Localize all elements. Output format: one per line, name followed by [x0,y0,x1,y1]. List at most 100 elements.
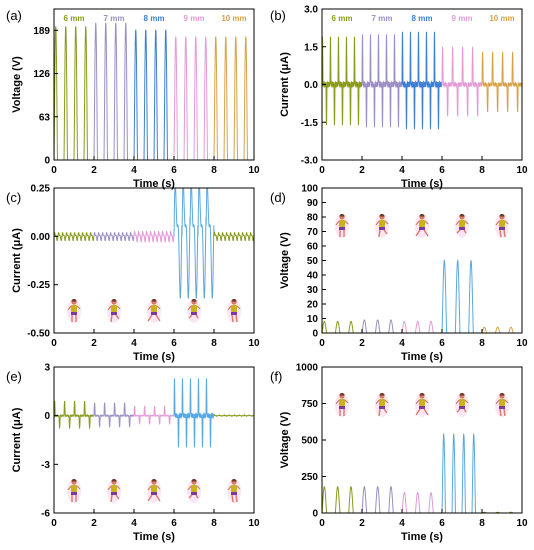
x-tick-label: 0 [51,165,57,176]
x-tick-label: 0 [319,518,325,529]
x-tick-label: 8 [211,338,217,349]
x-tick-label: 4 [399,165,405,176]
y-tick-label: 50 [307,256,319,267]
series-line-2 [361,34,403,128]
series-line-4 [173,187,215,299]
series-label: 10 mm [221,14,246,23]
y-tick-label: 750 [301,399,318,410]
x-axis-title: Time (s) [133,351,175,363]
series-line-3 [401,491,442,514]
y-tick-label: 60 [307,242,319,253]
y-tick-label: 63 [39,112,51,123]
x-tick-label: 4 [131,165,137,176]
panel-label: (b) [270,8,286,23]
x-tick-label: 8 [479,338,485,349]
y-tick-label: 0 [312,329,318,340]
x-tick-label: 0 [319,338,325,349]
series-line-1 [321,36,363,126]
runner-pose-2-icon [375,392,389,417]
series-line-1 [53,26,94,161]
y-tick-label: 189 [33,26,50,37]
series-label: 9 mm [452,14,473,23]
series-label: 7 mm [104,14,125,23]
x-tick-label: 2 [91,518,97,529]
series-line-2 [361,319,402,334]
series-line-1 [53,231,95,242]
series-line-3 [133,405,175,425]
plot-frame [53,187,255,334]
runner-pose-5-icon [495,392,509,417]
x-tick-label: 0 [51,518,57,529]
y-tick-label: 80 [307,213,319,224]
x-tick-label: 2 [91,338,97,349]
x-axis-title: Time (s) [133,178,175,190]
series-line-4 [173,378,215,448]
x-tick-label: 6 [439,338,445,349]
series-line-2 [93,402,135,428]
y-tick-label: 20 [307,300,319,311]
chart-panel-2: 6 mm 7 mm 8 mm 9 mm 10 mm 0 2 4 6 8 10 -3.0 -1.5 0.0 1… [270,5,528,191]
y-tick-label: -3.0 [301,156,319,167]
y-tick-label: -1.5 [301,118,319,129]
series-line-5 [481,326,522,334]
runner-pose-3-icon [147,478,161,503]
series-label: 6 mm [332,14,353,23]
series-label: 10 mm [489,14,514,23]
panel-label: (c) [6,190,21,205]
runner-pose-2-icon [375,213,389,238]
series-line-1 [321,485,362,514]
series-line-5 [213,231,255,242]
y-tick-label: 30 [307,285,319,296]
series-line-5 [213,36,254,161]
x-axis-title: Time (s) [133,531,175,543]
series-line-3 [401,320,442,334]
panel-label: (e) [6,369,22,384]
y-tick-label: 1000 [296,363,319,374]
series-label: 9 mm [184,14,205,23]
x-tick-label: 4 [131,338,137,349]
runner-pose-5-icon [495,213,509,238]
y-axis-title: Current (μA) [279,52,291,117]
y-tick-label: 0 [312,509,318,520]
y-tick-label: 250 [301,472,318,483]
series-line-1 [321,320,362,334]
runner-pose-4-icon [187,298,201,323]
y-tick-label: 90 [307,198,319,209]
series-line-5 [481,51,523,113]
y-axis-title: Voltage (V) [279,232,291,289]
x-tick-label: 6 [439,518,445,529]
series-line-2 [361,485,402,514]
runner-pose-1-icon [67,298,81,323]
y-tick-label: -6 [41,509,50,520]
series-line-5 [213,413,255,418]
y-tick-label: 10 [307,314,319,325]
y-tick-label: 0.25 [31,184,51,195]
chart-panel-3: 0 2 4 6 8 10 -0.50 -0.25 0.00 0.25 Time (s) Current… [6,184,260,364]
series-line-1 [53,400,95,430]
x-tick-label: 4 [399,338,405,349]
x-tick-label: 0 [319,165,325,176]
runner-pose-5-icon [227,478,241,503]
x-axis-title: Time (s) [401,531,443,543]
x-tick-label: 10 [516,518,528,529]
y-tick-label: 3 [44,363,50,374]
x-tick-label: 2 [91,165,97,176]
panel-label: (f) [270,369,282,384]
runner-pose-2-icon [107,298,121,323]
runner-pose-3-icon [415,213,429,238]
x-tick-label: 4 [399,518,405,529]
y-axis-title: Voltage (V) [11,56,23,113]
runner-pose-1-icon [335,213,349,238]
series-line-4 [441,259,482,334]
runner-pose-1-icon [67,478,81,503]
x-tick-label: 2 [359,518,365,529]
series-line-3 [401,31,443,130]
runner-pose-4-icon [455,392,469,417]
chart-panel-1: 6 mm 7 mm 8 mm 9 mm 10 mm 0 2 4 6 8 10 0 63 126 189 Tim… [6,8,260,190]
x-tick-label: 10 [248,518,260,529]
runner-pose-1-icon [335,392,349,417]
series-label: 8 mm [144,14,165,23]
y-tick-label: 3.0 [304,5,318,16]
